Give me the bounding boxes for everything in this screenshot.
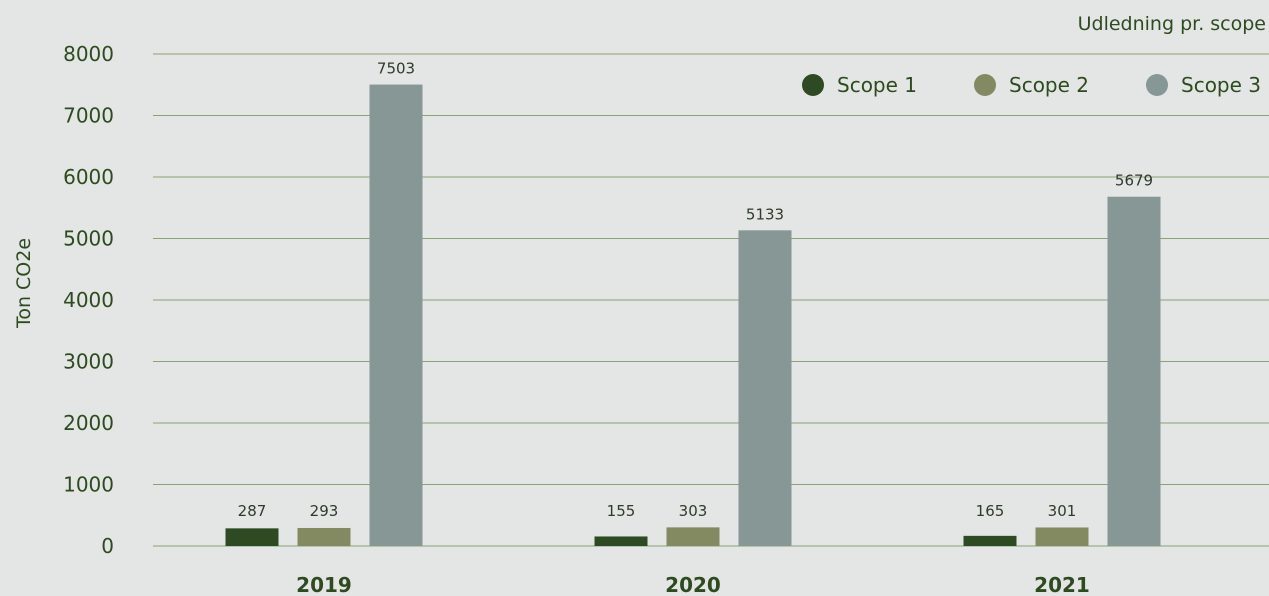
data-label: 5133	[746, 205, 784, 223]
data-label: 5679	[1115, 172, 1153, 190]
data-label: 301	[1048, 502, 1077, 520]
y-tick-label: 8000	[63, 42, 114, 66]
legend-label: Scope 3	[1181, 73, 1261, 97]
legend-swatch	[802, 74, 824, 96]
y-tick-label: 0	[101, 534, 114, 558]
legend-swatch	[974, 74, 996, 96]
data-label: 303	[679, 502, 708, 520]
y-tick-label: 6000	[63, 165, 114, 189]
data-label: 293	[310, 502, 339, 520]
bar-scope-1-2019	[225, 528, 279, 546]
data-label: 7503	[377, 60, 415, 78]
gridlines	[153, 53, 1269, 547]
legend-item-scope-1: Scope 1	[802, 73, 917, 97]
data-label: 287	[238, 502, 267, 520]
legend-swatch	[1146, 74, 1168, 96]
y-tick-label: 3000	[63, 350, 114, 374]
x-category-label: 2021	[1034, 573, 1090, 596]
y-tick-label: 7000	[63, 104, 114, 128]
bar-scope-3-2020	[738, 230, 792, 546]
bar-scope-1-2021	[963, 535, 1017, 546]
x-category-label: 2020	[665, 573, 721, 596]
bar-scope-2-2019	[297, 527, 351, 546]
bar-scope-3-2019	[369, 84, 423, 547]
bar-scope-1-2020	[594, 536, 648, 546]
bar-scope-2-2020	[666, 527, 720, 546]
legend-label: Scope 1	[837, 73, 917, 97]
bar-scope-2-2021	[1035, 527, 1089, 546]
chart-title: Udledning pr. scope	[1078, 13, 1266, 35]
x-category-label: 2019	[296, 573, 352, 596]
y-tick-label: 4000	[63, 288, 114, 312]
data-label: 165	[976, 502, 1005, 520]
bar-scope-3-2021	[1107, 196, 1161, 546]
bars	[225, 84, 1161, 547]
data-labels: 287 293 7503 155 303 5133 165 301 5679	[238, 60, 1153, 520]
y-tick-label: 5000	[63, 227, 114, 251]
data-label: 155	[607, 502, 636, 520]
y-axis-label: Ton CO2e	[13, 238, 35, 329]
y-tick-label: 1000	[63, 473, 114, 497]
y-axis-ticks: 0 1000 2000 3000 4000 5000 6000 7000 8000	[63, 42, 114, 558]
y-tick-label: 2000	[63, 411, 114, 435]
legend: Scope 1 Scope 2 Scope 3	[802, 73, 1261, 97]
legend-item-scope-3: Scope 3	[1146, 73, 1261, 97]
x-axis-categories: 2019 2020 2021	[296, 573, 1090, 596]
legend-label: Scope 2	[1009, 73, 1089, 97]
legend-item-scope-2: Scope 2	[974, 73, 1089, 97]
